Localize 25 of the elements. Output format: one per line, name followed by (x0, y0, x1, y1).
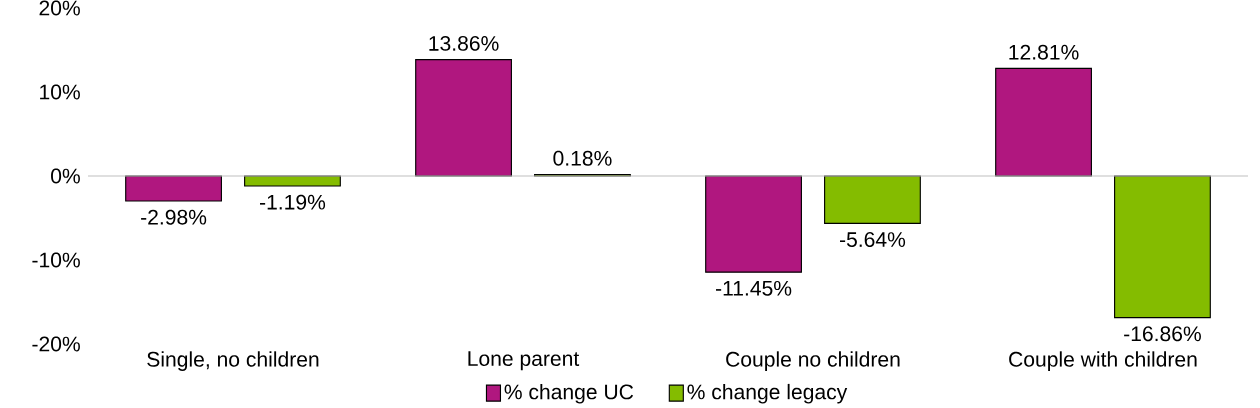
x-tick-label: Couple no children (726, 351, 900, 371)
data-label: -1.19% (259, 194, 326, 210)
data-label: -5.64% (839, 232, 906, 247)
y-tick-label: -20% (32, 336, 80, 352)
legend-label: % change legacy (687, 383, 848, 404)
bar (995, 67, 1092, 177)
data-label: 13.86% (429, 35, 499, 51)
data-label: 12.81% (1009, 44, 1079, 60)
bar (1114, 175, 1211, 319)
data-label: -2.98% (141, 209, 207, 225)
x-tick-label: Couple with children (1009, 351, 1197, 371)
legend-label: % change UC (504, 383, 634, 404)
y-tick-label: 10% (40, 84, 80, 100)
x-tick-label: Lone parent (468, 351, 580, 371)
data-label: 0.18% (553, 150, 612, 166)
bar (824, 175, 921, 224)
x-tick-label: Single, no children (147, 351, 319, 371)
bar (415, 59, 512, 177)
bar (705, 175, 802, 273)
y-tick-label: 20% (39, 0, 80, 16)
y-tick-label: 0% (51, 168, 80, 184)
y-tick-label: -10% (32, 252, 80, 268)
data-label: -11.45% (715, 280, 792, 296)
bar (125, 175, 222, 202)
data-label: -16.86% (1124, 326, 1201, 342)
